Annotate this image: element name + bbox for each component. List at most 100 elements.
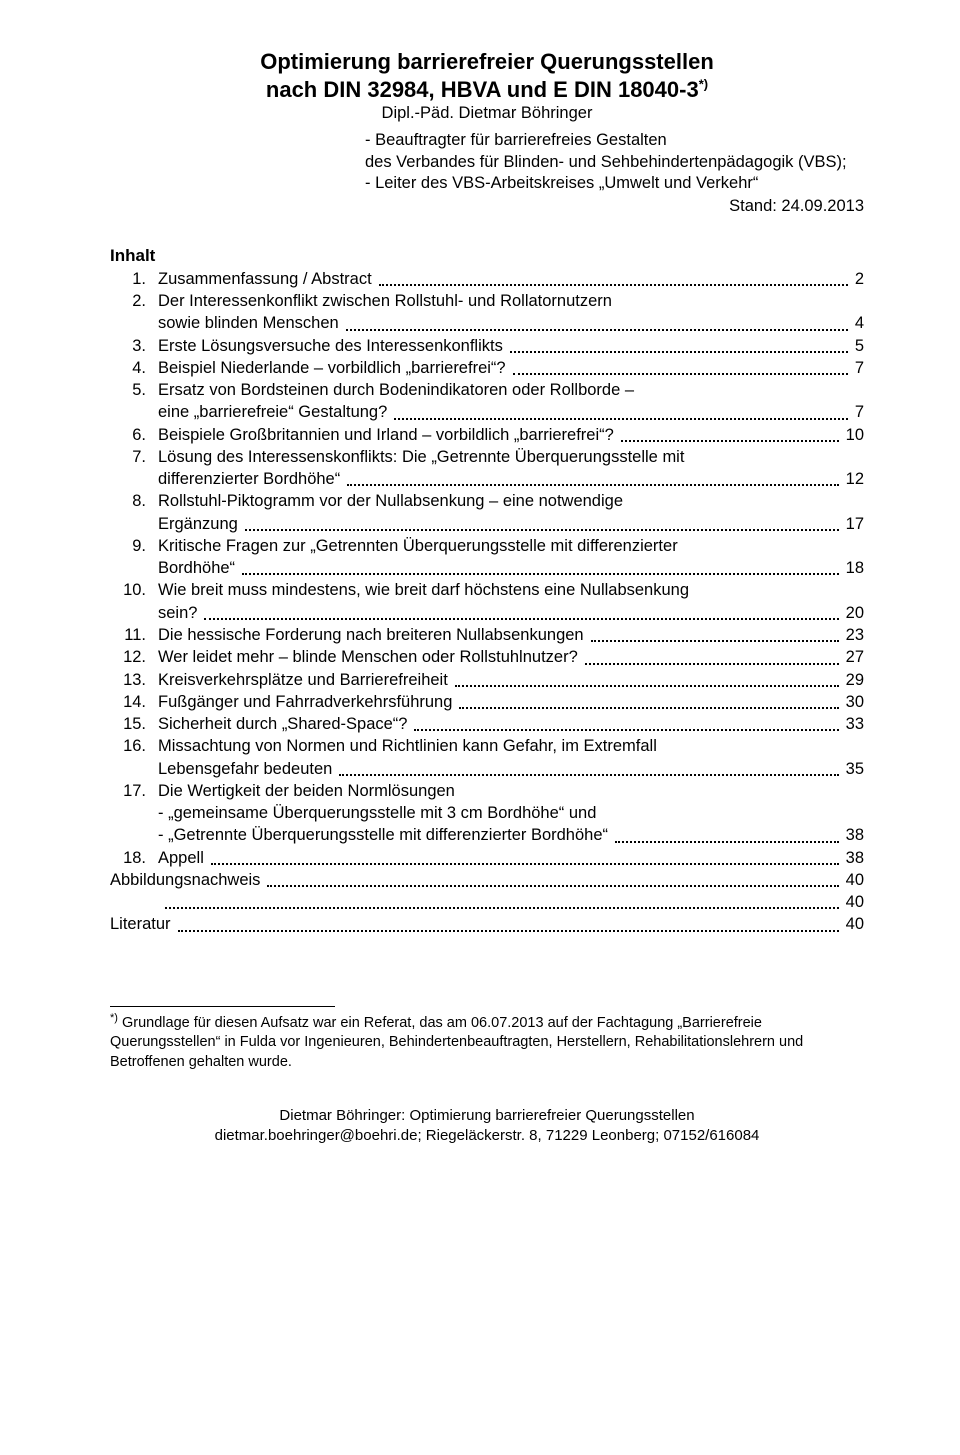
footer-line-2: dietmar.boehringer@boehri.de; Riegeläcke…: [110, 1126, 864, 1146]
toc-entry-page: 18: [842, 557, 864, 579]
toc-entry-number: 17.: [110, 780, 158, 802]
toc-entry-title: Ergänzung: [158, 513, 242, 535]
toc-entry-number: 7.: [110, 446, 158, 468]
toc-entry-page: 5: [851, 335, 864, 357]
toc-entry-title: Rollstuhl-Piktogramm vor der Nullabsenku…: [158, 490, 623, 512]
toc-entry: 6.Beispiele Großbritannien und Irland – …: [110, 424, 864, 446]
title-block: Optimierung barrierefreier Querungsstell…: [110, 48, 864, 124]
toc-entry-title-cont: - „gemeinsame Überquerungsstelle mit 3 c…: [110, 802, 864, 824]
toc-entry-page: 17: [842, 513, 864, 535]
footnote-marker: *): [110, 1012, 118, 1024]
toc-entry-title: Lebensgefahr bedeuten: [158, 758, 336, 780]
toc-leader-dots: [455, 685, 839, 687]
toc-entry-title: Literatur: [110, 913, 175, 935]
toc-leader-dots: [510, 351, 848, 353]
toc-entry-title: Appell: [158, 847, 208, 869]
toc-entry-number: 2.: [110, 290, 158, 312]
toc-entry: Ergänzung 17: [110, 513, 864, 535]
title-sup: *): [699, 76, 708, 91]
author-name: Dipl.-Päd. Dietmar Böhringer: [110, 103, 864, 124]
footnote-text: Grundlage für diesen Aufsatz war ein Ref…: [110, 1015, 803, 1070]
toc-entry: 13.Kreisverkehrsplätze und Barrierefreih…: [110, 669, 864, 691]
toc-entry-number: 10.: [110, 579, 158, 601]
author-role-1: - Beauftragter für barrierefreies Gestal…: [365, 130, 864, 151]
toc-entry-title: Sicherheit durch „Shared-Space“?: [158, 713, 411, 735]
toc-entry-page: 27: [842, 646, 864, 668]
toc-entry: 40: [110, 891, 864, 913]
toc-entry: Abbildungsnachweis40: [110, 869, 864, 891]
toc-entry-page: 40: [842, 913, 864, 935]
toc-entry-page: 29: [842, 669, 864, 691]
toc-entry-title: Fußgänger und Fahrradverkehrsführung: [158, 691, 456, 713]
toc-entry-title: sowie blinden Menschen: [158, 312, 343, 334]
toc-entry: 18.Appell 38: [110, 847, 864, 869]
toc-entry-page: 40: [842, 869, 864, 891]
toc-entry-page: 20: [842, 602, 864, 624]
toc-entry-title: Die Wertigkeit der beiden Normlösungen: [158, 780, 455, 802]
toc-entry-number: 1.: [110, 268, 158, 290]
author-role-1b: des Verbandes für Blinden- und Sehbehind…: [365, 152, 864, 173]
title-line-2-text: nach DIN 32984, HBVA und E DIN 18040-3: [266, 77, 699, 102]
toc-leader-dots: [591, 640, 839, 642]
toc-entry-number: 6.: [110, 424, 158, 446]
toc-entry-number: 18.: [110, 847, 158, 869]
toc-entry: Lebensgefahr bedeuten35: [110, 758, 864, 780]
document-date: Stand: 24.09.2013: [110, 197, 864, 216]
toc-entry-title: Missachtung von Normen und Richtlinien k…: [158, 735, 657, 757]
toc-entry-page: 33: [842, 713, 864, 735]
toc-leader-dots: [165, 907, 839, 909]
toc-entry: sowie blinden Menschen4: [110, 312, 864, 334]
toc-leader-dots: [615, 841, 839, 843]
toc-entry-title: sein?: [158, 602, 201, 624]
toc-entry-number: 8.: [110, 490, 158, 512]
toc-entry-page: 10: [842, 424, 864, 446]
toc-entry-page: 23: [842, 624, 864, 646]
toc-entry-title: Lösung des Interessenskonflikts: Die „Ge…: [158, 446, 684, 468]
author-role-2: - Leiter des VBS-Arbeitskreises „Umwelt …: [365, 173, 864, 194]
toc-entry: sein? 20: [110, 602, 864, 624]
toc-entry: Bordhöhe“ 18: [110, 557, 864, 579]
footnote-separator: [110, 1006, 335, 1007]
toc-entry-page: 7: [851, 401, 864, 423]
title-line-1: Optimierung barrierefreier Querungsstell…: [110, 48, 864, 76]
toc-entry-title: differenzierter Bordhöhe“: [158, 468, 344, 490]
toc-entry-page: 12: [842, 468, 864, 490]
toc-leader-dots: [267, 885, 838, 887]
toc-heading: Inhalt: [110, 246, 864, 266]
toc-entry-number: 9.: [110, 535, 158, 557]
toc-entry-title: Beispiel Niederlande – vorbildlich „barr…: [158, 357, 510, 379]
toc-entry: 12.Wer leidet mehr – blinde Menschen ode…: [110, 646, 864, 668]
toc-entry-title: Zusammenfassung / Abstract: [158, 268, 376, 290]
toc-entry-title: Ersatz von Bordsteinen durch Bodenindika…: [158, 379, 634, 401]
toc-entry-number: 11.: [110, 624, 158, 646]
toc-entry-number: 15.: [110, 713, 158, 735]
toc-leader-dots: [245, 529, 839, 531]
toc-entry: 11.Die hessische Forderung nach breitere…: [110, 624, 864, 646]
toc-entry: - „Getrennte Überquerungsstelle mit diff…: [110, 824, 864, 846]
toc-entry-title: Der Interessenkonflikt zwischen Rollstuh…: [158, 290, 612, 312]
toc-entry-title: Die hessische Forderung nach breiteren N…: [158, 624, 588, 646]
toc-entry: 1.Zusammenfassung / Abstract 2: [110, 268, 864, 290]
toc-entry: differenzierter Bordhöhe“ 12: [110, 468, 864, 490]
toc-leader-dots: [346, 329, 848, 331]
toc-entry-page: 30: [842, 691, 864, 713]
toc-entry-title: Bordhöhe“: [158, 557, 239, 579]
toc-entry-page: 2: [851, 268, 864, 290]
toc-entry-title: eine „barrierefreie“ Gestaltung?: [158, 401, 391, 423]
toc-leader-dots: [585, 663, 839, 665]
document-page: Optimierung barrierefreier Querungsstell…: [0, 0, 960, 1455]
toc-entry-number: 13.: [110, 669, 158, 691]
toc-entry: 15.Sicherheit durch „Shared-Space“? 33: [110, 713, 864, 735]
toc-entry-page: 7: [851, 357, 864, 379]
toc-entry-page: 38: [842, 824, 864, 846]
toc-entry: eine „barrierefreie“ Gestaltung? 7: [110, 401, 864, 423]
toc-entry-number: 5.: [110, 379, 158, 401]
toc-leader-dots: [459, 707, 838, 709]
toc-leader-dots: [339, 774, 838, 776]
toc-entry-title: Erste Lösungsversuche des Interessenkonf…: [158, 335, 507, 357]
toc-leader-dots: [621, 440, 839, 442]
toc-entry-page: 38: [842, 847, 864, 869]
toc-leader-dots: [178, 930, 839, 932]
footer-line-1: Dietmar Böhringer: Optimierung barrieref…: [110, 1106, 864, 1126]
toc-leader-dots: [414, 729, 838, 731]
